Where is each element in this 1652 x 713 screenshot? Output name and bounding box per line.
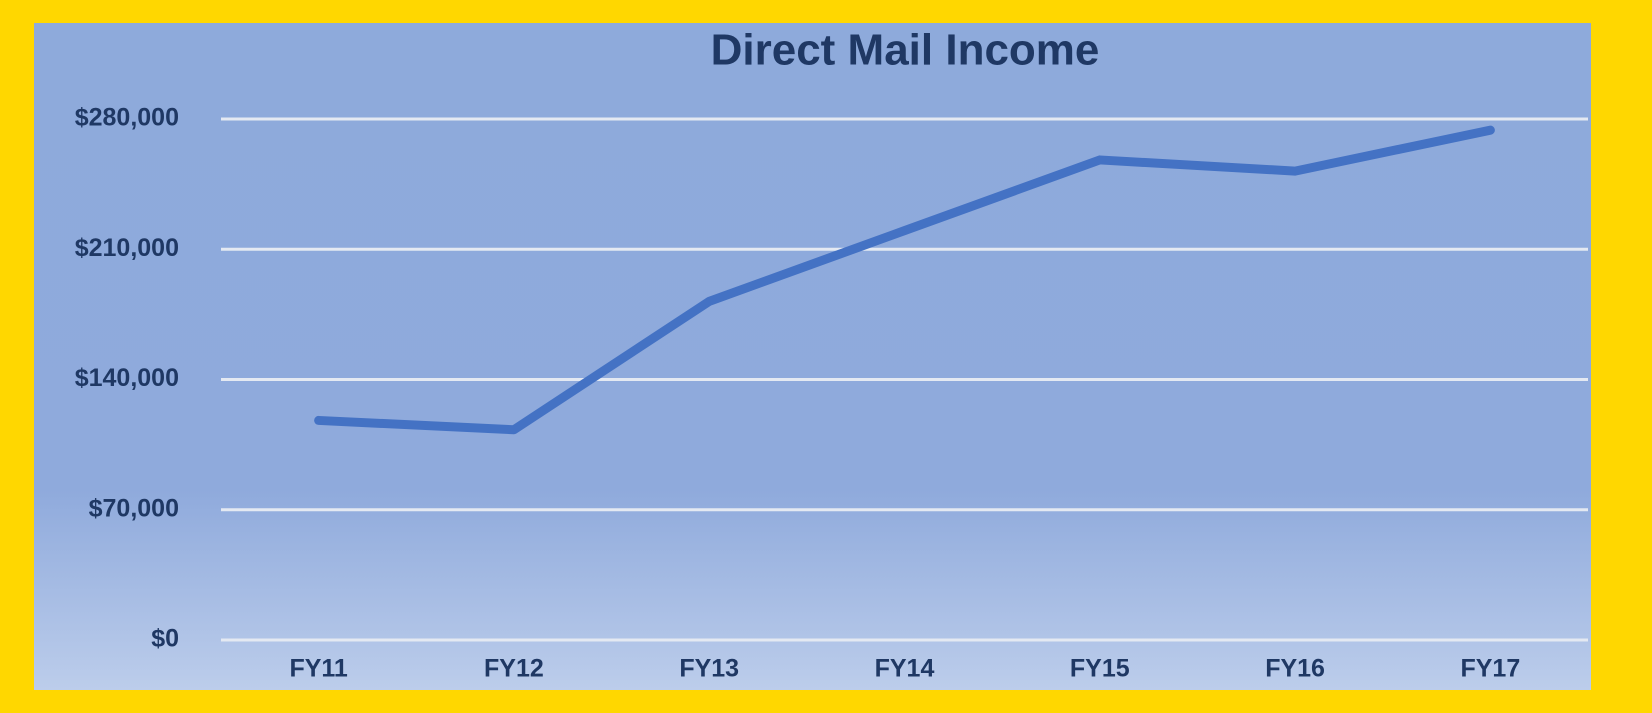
x-tick-label: FY16 bbox=[1265, 655, 1325, 683]
line-series bbox=[314, 125, 1495, 435]
chart-title: Direct Mail Income bbox=[711, 26, 1100, 75]
x-tick-label: FY12 bbox=[484, 655, 544, 683]
y-tick-label: $70,000 bbox=[89, 494, 179, 522]
x-tick-label: FY15 bbox=[1070, 655, 1130, 683]
y-tick-label: $210,000 bbox=[75, 234, 179, 262]
x-tick-label: FY17 bbox=[1460, 655, 1520, 683]
x-tick-label: FY11 bbox=[289, 655, 347, 683]
x-tick-label: FY14 bbox=[875, 655, 935, 683]
y-tick-label: $140,000 bbox=[75, 364, 179, 392]
y-tick-label: $0 bbox=[151, 625, 179, 653]
panel bbox=[34, 23, 1591, 690]
x-tick-label: FY13 bbox=[679, 655, 739, 683]
y-tick-label: $280,000 bbox=[75, 104, 179, 132]
